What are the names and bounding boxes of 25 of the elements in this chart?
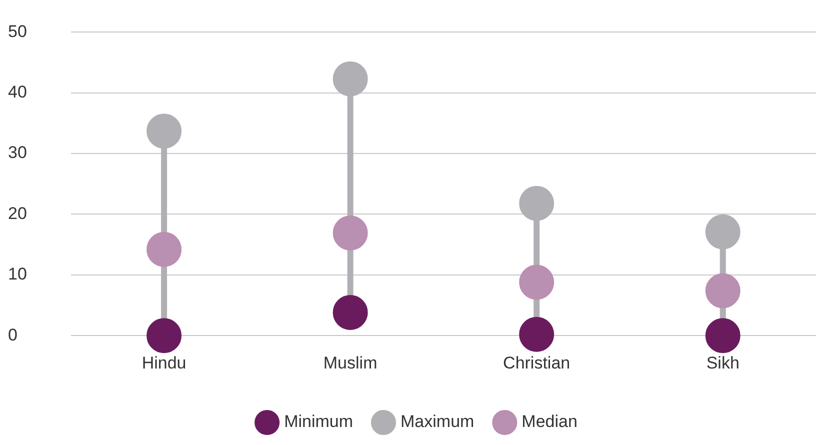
point	[332, 61, 368, 96]
legend-label: Minimum	[284, 412, 354, 432]
point	[705, 273, 740, 308]
x-tick-label: Muslim	[323, 353, 378, 372]
y-tick-label: 40	[8, 82, 27, 102]
point	[146, 318, 182, 354]
x-tick-label: Hindu	[142, 353, 186, 372]
legend-label: Maximum	[400, 412, 474, 432]
legend-label: Median	[522, 412, 578, 432]
point	[705, 318, 740, 354]
point	[332, 216, 368, 251]
y-tick-label: 30	[8, 143, 27, 162]
point	[519, 264, 554, 300]
y-tick-label: 10	[8, 264, 27, 284]
y-tick-label: 0	[8, 325, 18, 344]
y-tick-label: 50	[8, 22, 27, 41]
point	[332, 295, 368, 330]
point	[146, 114, 182, 149]
point	[519, 316, 554, 352]
point	[705, 214, 740, 250]
point	[146, 232, 182, 267]
y-tick-label: 20	[8, 204, 27, 223]
x-tick-label: Sikh	[706, 353, 740, 372]
x-tick-label: Christian	[503, 353, 570, 372]
point	[519, 186, 554, 221]
